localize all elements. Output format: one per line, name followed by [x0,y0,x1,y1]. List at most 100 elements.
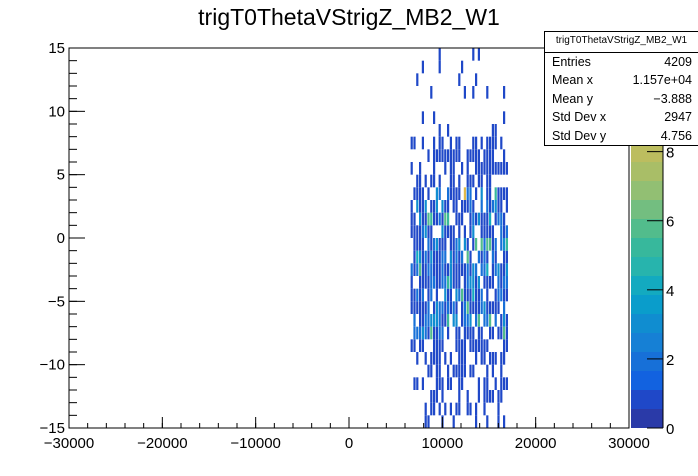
heatmap-cell [438,402,441,416]
heatmap-cell [483,276,486,289]
heatmap-cell [430,402,433,416]
heatmap-cell [430,314,433,327]
heatmap-cell [486,162,489,175]
heatmap-cell [421,288,424,302]
heatmap-cell [500,276,503,289]
heatmap-cell [500,263,503,276]
heatmap-cell [466,402,469,416]
heatmap-cell [480,339,483,352]
heatmap-cell [480,136,483,150]
heatmap-cell [444,402,447,416]
heatmap-cell [461,250,464,264]
palette-band [631,333,663,352]
heatmap-cell [503,149,506,162]
heatmap-cell [500,187,503,200]
heatmap-cell [452,415,455,428]
heatmap-cell [433,212,436,226]
x-tick-label: −20000 [137,435,187,452]
heatmap-cell [480,187,483,200]
heatmap-cell [469,149,472,162]
heatmap-cell [441,326,444,340]
heatmap-cell [435,238,438,251]
heatmap-cell [419,187,422,200]
heatmap-cell [477,212,480,226]
heatmap-cell [497,263,500,276]
heatmap-cell [413,136,416,150]
heatmap-cell [458,288,461,302]
heatmap-cell [461,377,464,390]
heatmap-cell [427,288,430,302]
palette-band [631,143,663,162]
heatmap-cell [438,301,441,314]
heatmap-cell [469,225,472,238]
heatmap-cell [475,136,478,150]
heatmap-cell [486,339,489,352]
heatmap-cell [477,48,480,61]
heatmap-cell [433,326,436,340]
heatmap-cell [491,263,494,276]
heatmap-cell [461,263,464,276]
heatmap-cell [452,276,455,289]
heatmap-cell [486,225,489,238]
stats-value: 2947 [664,110,692,125]
heatmap-cell [452,314,455,327]
heatmap-cell [438,149,441,162]
heatmap-cell [469,187,472,200]
heatmap-cell [491,124,494,137]
heatmap-cell [413,238,416,251]
heatmap-cell [427,276,430,289]
heatmap-cell [503,339,506,352]
heatmap-cell [438,276,441,289]
heatmap-cell [477,390,480,403]
y-tick-label: 10 [48,103,65,120]
heatmap-cell [486,238,489,251]
heatmap-cell [421,276,424,289]
palette-band [631,219,663,238]
heatmap-cell [424,352,427,365]
heatmap-cell [452,238,455,251]
heatmap-cell [433,200,436,213]
heatmap-cell [491,136,494,150]
heatmap-cell [410,200,413,213]
heatmap-cell [455,250,458,264]
heatmap-cell [500,225,503,238]
heatmap-cell [449,402,452,416]
heatmap-cell [444,238,447,251]
heatmap-cell [466,238,469,251]
heatmap-cell [483,314,486,327]
heatmap-cell [449,187,452,200]
heatmap-cell [441,276,444,289]
heatmap-cell [452,301,455,314]
heatmap-cell [486,136,489,150]
heatmap-cell [441,250,444,264]
heatmap-cell [500,136,503,150]
heatmap-cell [477,339,480,352]
heatmap-cell [489,238,492,251]
heatmap-cell [444,212,447,226]
heatmap-cell [447,187,450,200]
heatmap-cell [503,111,506,124]
heatmap-cell [438,174,441,188]
heatmap-cell [472,200,475,213]
heatmap-cell [438,352,441,365]
heatmap-cell [472,86,475,99]
heatmap-cell [491,276,494,289]
heatmap-cell [455,402,458,416]
heatmap-cell [466,162,469,175]
heatmap-cell [480,352,483,365]
heatmap-cell [477,174,480,188]
heatmap-cell [452,200,455,213]
heatmap-cell [435,250,438,264]
heatmap-cell [416,200,419,213]
heatmap-cell [472,212,475,226]
heatmap-cell [444,276,447,289]
heatmap-cell [475,301,478,314]
heatmap-cell [480,288,483,302]
heatmap-cell [424,415,427,428]
heatmap-cell [438,136,441,150]
heatmap-cell [463,187,466,200]
heatmap-cell [477,377,480,390]
heatmap-cell [438,314,441,327]
heatmap-cell [489,326,492,340]
palette-band [631,352,663,371]
